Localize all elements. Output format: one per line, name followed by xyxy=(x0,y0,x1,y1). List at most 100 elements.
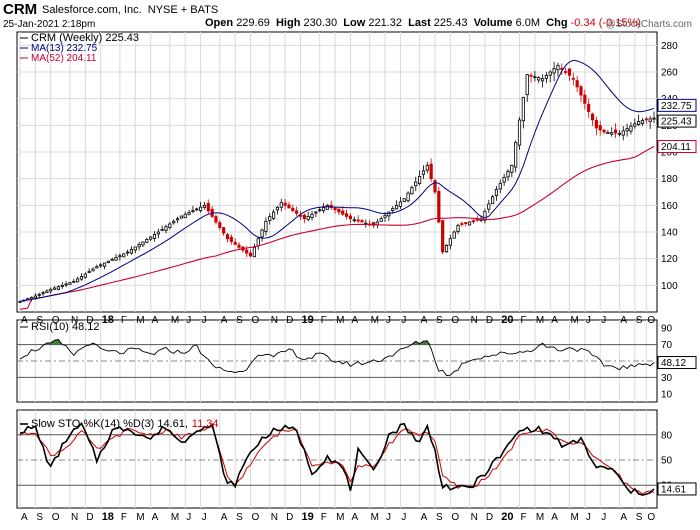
x-tick-label: M xyxy=(371,512,379,523)
candle-body xyxy=(456,224,460,232)
candle xyxy=(433,178,437,194)
x-tick-label: M xyxy=(336,315,344,326)
candle-body xyxy=(598,125,602,131)
candle-body xyxy=(552,68,556,74)
x-tick-label: A xyxy=(620,315,627,326)
candle xyxy=(264,217,268,236)
candle-body xyxy=(268,216,272,221)
candle-body xyxy=(302,214,306,220)
stoch-tick-label: 50 xyxy=(661,456,673,467)
candle-body xyxy=(510,164,514,173)
candle xyxy=(410,185,414,195)
candle-body xyxy=(141,241,145,246)
candle-body xyxy=(341,210,345,215)
candle-body xyxy=(291,207,295,212)
x-tick-label: 18 xyxy=(102,511,114,523)
stoch-k-line xyxy=(19,421,655,496)
x-tick-label: M xyxy=(536,512,544,523)
x-tick-label: A xyxy=(351,512,358,523)
candle xyxy=(102,262,107,270)
x-tick-label: D xyxy=(486,512,493,523)
candle-body xyxy=(487,203,491,210)
legend-price: CRM (Weekly) 225.43 xyxy=(31,32,139,44)
x-tick-label: J xyxy=(386,315,391,326)
candle xyxy=(629,122,633,135)
candle-body xyxy=(156,231,160,235)
candle xyxy=(625,123,629,137)
legend-stoch: Slow STO %K(14) %D(3) 14.61, xyxy=(31,418,188,430)
candle-body xyxy=(590,113,595,121)
candle xyxy=(125,249,130,256)
price-tick-label: 140 xyxy=(661,228,678,239)
candle xyxy=(567,68,572,81)
candle xyxy=(437,186,441,224)
candle xyxy=(506,169,510,182)
candle-body xyxy=(118,255,122,258)
candle xyxy=(448,234,452,250)
candle xyxy=(352,216,356,223)
candle xyxy=(379,216,383,222)
candle-body xyxy=(637,120,641,125)
candle-body xyxy=(99,264,103,267)
rsi-overbought-fill xyxy=(54,339,59,345)
candle-body xyxy=(506,170,510,178)
x-tick-label: A xyxy=(221,315,228,326)
candle-body xyxy=(79,276,84,280)
candle-body xyxy=(613,129,618,134)
x-tick-label: A xyxy=(421,315,428,326)
candle xyxy=(298,210,303,221)
candle xyxy=(579,84,583,103)
ma52-last-label: 204.11 xyxy=(661,142,691,153)
candle xyxy=(575,75,579,93)
candle-body xyxy=(279,202,283,208)
candle xyxy=(556,62,560,77)
x-tick-label: M xyxy=(371,315,379,326)
candle-body xyxy=(537,77,541,81)
legend-ma13: MA(13) 232.75 xyxy=(31,43,98,54)
candle xyxy=(283,198,287,210)
candle-body xyxy=(441,220,445,253)
candle xyxy=(152,231,157,242)
x-tick-label: J xyxy=(386,512,391,523)
chg-label: Chg xyxy=(546,17,568,29)
candle-body xyxy=(521,96,525,122)
candle-body xyxy=(256,238,260,247)
candle-body xyxy=(37,293,41,296)
candle-body xyxy=(460,223,464,225)
candle-body xyxy=(594,120,598,129)
candle-body xyxy=(575,80,579,88)
stoch-tick-label: 80 xyxy=(661,430,673,441)
candle-body xyxy=(125,251,130,254)
candle-body xyxy=(633,123,637,127)
candle-body xyxy=(498,182,502,190)
candle xyxy=(18,300,22,303)
x-tick-label: S xyxy=(436,315,443,326)
candle-body xyxy=(52,287,57,290)
price-tick-label: 160 xyxy=(661,201,678,212)
candle xyxy=(252,243,256,258)
x-tick-label: O xyxy=(52,512,60,523)
candle-body xyxy=(91,268,95,272)
candle xyxy=(302,213,306,224)
candle-body xyxy=(172,220,176,224)
candle xyxy=(45,289,49,294)
x-tick-label: S xyxy=(636,315,643,326)
x-tick-label: M xyxy=(336,512,344,523)
candle-body xyxy=(218,222,222,228)
x-tick-label: D xyxy=(286,512,293,523)
x-tick-label: M xyxy=(136,512,144,523)
chg-value: -0.34 (-0.15%) xyxy=(570,17,641,29)
candle xyxy=(60,282,64,289)
candle-body xyxy=(571,77,575,80)
x-tick-label: A xyxy=(551,512,558,523)
candle-body xyxy=(421,170,426,175)
candle-body xyxy=(271,211,276,219)
candle-body xyxy=(583,94,587,104)
candle xyxy=(456,223,460,235)
candle xyxy=(525,73,529,102)
candle xyxy=(187,209,191,216)
candle-body xyxy=(648,118,652,122)
candle xyxy=(275,205,280,215)
candle-body xyxy=(321,207,326,212)
candle-body xyxy=(114,257,118,261)
